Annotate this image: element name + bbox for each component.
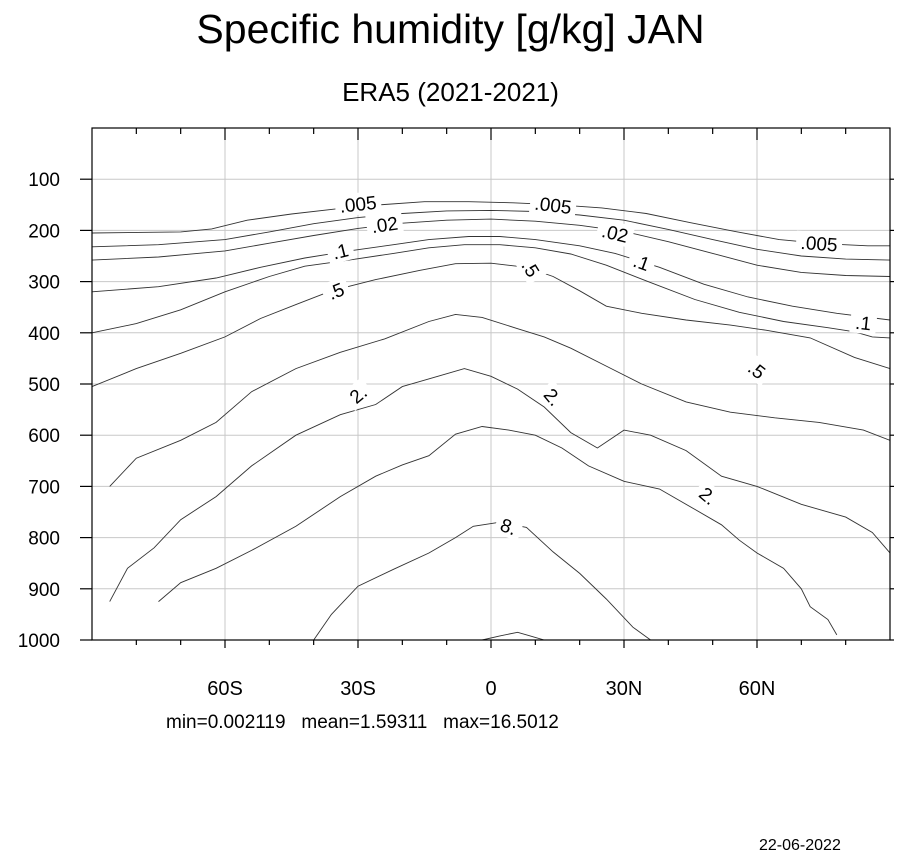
contour-label-bg [340, 377, 376, 411]
contour-label-text: .005 [800, 233, 838, 257]
chart-title: Specific humidity [g/kg] JAN [196, 6, 705, 52]
contour-line [91, 218, 891, 277]
y-tick-label: 1000 [18, 631, 60, 652]
y-tick-label: 600 [28, 426, 60, 447]
contour-label-text: .5 [325, 279, 348, 304]
contour-label: .02 [365, 210, 404, 238]
x-tick-label: 30S [340, 678, 376, 700]
contour-label-bg [594, 217, 636, 249]
contour-line [91, 262, 891, 388]
contour-label: .02 [594, 217, 636, 249]
y-tick-label: 400 [28, 324, 60, 345]
y-tick-labels: 100 200 300 400 500 600 700 800 900 1000 [18, 170, 60, 652]
contour-line [91, 244, 891, 339]
contour-label-bg [691, 478, 726, 513]
contour-label-bg [492, 511, 525, 542]
x-tick-label: 60S [207, 678, 243, 700]
contour-label: 2. [691, 478, 726, 513]
contour-label-bg [625, 247, 658, 277]
contour-line [91, 209, 891, 261]
contour-label-text: .005 [339, 193, 378, 218]
y-tick-label: 100 [28, 170, 60, 191]
contour-label-bg [333, 190, 383, 218]
contour-label: .005 [795, 230, 843, 257]
contour-label-bg [365, 210, 404, 238]
contour-label-bg [325, 237, 356, 265]
contour-label: .1 [625, 247, 658, 277]
contour-labels: .005.005.005.02.02.1.1.1.5.5.52. 2.2.8. [319, 190, 878, 542]
footer-date: 22-06-2022 [759, 837, 841, 854]
y-tick-label: 700 [28, 477, 60, 498]
y-tick-label: 200 [28, 221, 60, 242]
contour-label: .005 [333, 190, 383, 218]
y-tick-label: 800 [28, 529, 60, 550]
contour-label: 2. [340, 377, 376, 411]
x-tick-labels: 60S 30S 0 30N 60N [207, 678, 775, 700]
axis-ticks [80, 128, 894, 648]
grid-lines [92, 128, 890, 640]
stat-min: min=0.002119 [166, 712, 286, 733]
contour-label-bg [536, 379, 570, 414]
contour-label-bg [514, 251, 548, 286]
y-tick-label: 300 [28, 273, 60, 294]
contour-label: .005 [528, 191, 578, 219]
stat-mean: mean=1.59311 [301, 712, 428, 733]
chart-subtitle: ERA5 (2021-2021) [342, 77, 559, 107]
contour-line [158, 426, 838, 636]
contour-label: .1 [849, 310, 878, 336]
contour-label-bg [528, 191, 578, 219]
x-tick-label: 60N [739, 678, 776, 700]
contour-label: .1 [325, 237, 356, 265]
x-tick-label: 30N [606, 678, 643, 700]
x-tick-label: 0 [485, 678, 496, 700]
contour-label-bg [795, 230, 843, 256]
y-tick-label: 500 [28, 375, 60, 396]
contour-label-text: .02 [370, 214, 399, 238]
contour-label: .5 [319, 275, 352, 306]
contour-label-text: .1 [854, 313, 872, 336]
contour-line [91, 236, 891, 321]
stats-line: min=0.002119 mean=1.59311 max=16.5012 [166, 711, 559, 735]
y-tick-label: 900 [28, 580, 60, 601]
contour-label: .5 [739, 353, 775, 387]
contour-line [109, 313, 891, 487]
contour-line [91, 201, 890, 247]
contour-line [109, 368, 891, 602]
contour-line [313, 521, 651, 641]
contour-label-bg [319, 275, 352, 306]
contour-label-bg [849, 310, 878, 335]
contour-label-text: .1 [630, 251, 652, 276]
stat-max: max=16.5012 [443, 712, 559, 733]
contour-label-bg [739, 353, 775, 387]
contour-label-text: .1 [330, 240, 350, 264]
contour-lines [91, 201, 891, 641]
contour-label: 2. [536, 379, 570, 414]
contour-label: .5 [514, 251, 548, 286]
contour-label-text: .005 [533, 194, 572, 219]
contour-label: 8. [492, 511, 525, 542]
contour-line [481, 631, 545, 641]
contour-label-text: 8. [497, 515, 519, 540]
